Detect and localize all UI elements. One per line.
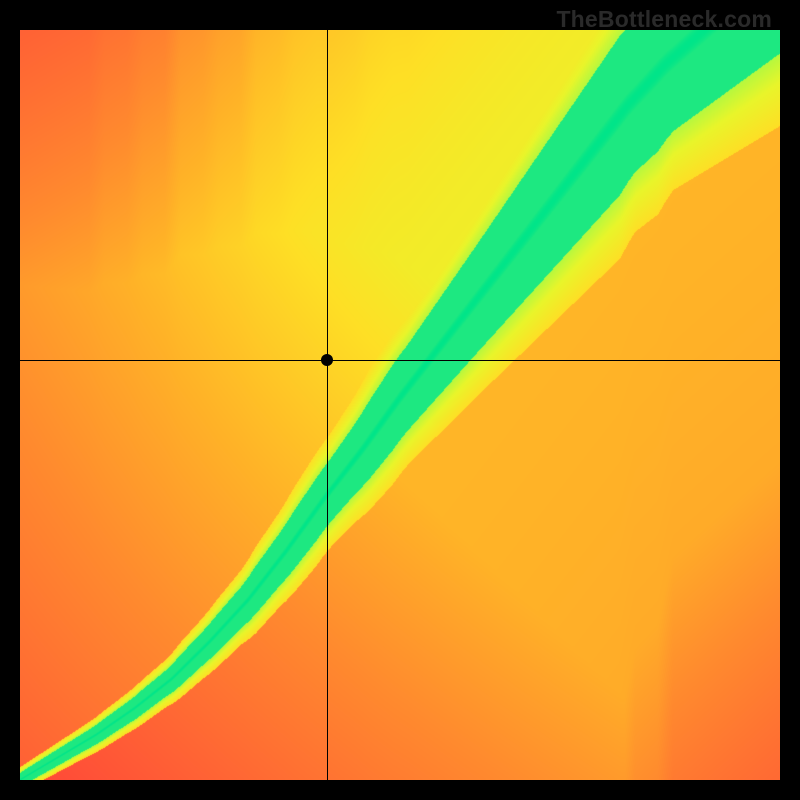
crosshair-vertical [327, 30, 328, 780]
crosshair-horizontal [20, 360, 780, 361]
heatmap-plot [20, 30, 780, 780]
heatmap-canvas [20, 30, 780, 780]
crosshair-marker [321, 354, 333, 366]
watermark: TheBottleneck.com [556, 6, 772, 33]
